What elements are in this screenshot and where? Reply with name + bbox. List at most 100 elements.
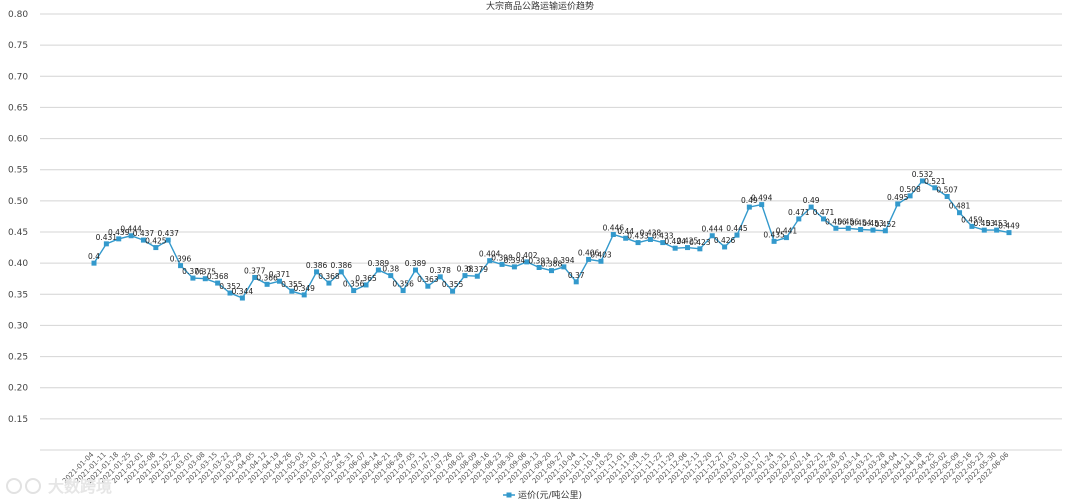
data-point[interactable] bbox=[957, 210, 963, 216]
data-point[interactable] bbox=[326, 280, 332, 286]
data-label: 0.433 bbox=[627, 232, 649, 241]
data-point[interactable] bbox=[660, 240, 666, 246]
data-point[interactable] bbox=[635, 240, 641, 246]
data-point[interactable] bbox=[165, 237, 171, 243]
data-point[interactable] bbox=[227, 290, 233, 296]
data-point[interactable] bbox=[437, 274, 443, 280]
data-point[interactable] bbox=[598, 258, 604, 264]
data-point[interactable] bbox=[796, 216, 802, 222]
data-point[interactable] bbox=[746, 204, 752, 210]
data-point[interactable] bbox=[103, 241, 109, 247]
data-point[interactable] bbox=[400, 288, 406, 294]
data-point[interactable] bbox=[833, 225, 839, 231]
data-point[interactable] bbox=[919, 178, 925, 184]
data-point[interactable] bbox=[759, 202, 765, 208]
data-point[interactable] bbox=[722, 244, 728, 250]
data-point[interactable] bbox=[264, 281, 270, 287]
data-point[interactable] bbox=[647, 236, 653, 242]
y-tick-label: 0.60 bbox=[8, 135, 28, 145]
data-label: 0.459 bbox=[961, 215, 983, 224]
data-point[interactable] bbox=[301, 292, 307, 298]
data-point[interactable] bbox=[845, 225, 851, 231]
data-point[interactable] bbox=[462, 273, 468, 279]
series-line-path bbox=[93, 180, 1010, 299]
data-label: 0.437 bbox=[133, 229, 155, 238]
data-point[interactable] bbox=[994, 227, 1000, 233]
data-point[interactable] bbox=[808, 204, 814, 210]
data-point[interactable] bbox=[153, 245, 159, 251]
data-point[interactable] bbox=[623, 235, 629, 241]
data-point[interactable] bbox=[969, 223, 975, 229]
data-point[interactable] bbox=[1006, 230, 1012, 236]
data-point[interactable] bbox=[821, 216, 827, 222]
data-point[interactable] bbox=[375, 267, 381, 273]
data-point[interactable] bbox=[734, 232, 740, 238]
data-point[interactable] bbox=[858, 227, 864, 233]
data-point[interactable] bbox=[981, 227, 987, 233]
data-label: 0.349 bbox=[293, 284, 315, 293]
data-point[interactable] bbox=[363, 282, 369, 288]
data-point[interactable] bbox=[907, 193, 913, 199]
data-label: 0.425 bbox=[145, 237, 167, 246]
data-point[interactable] bbox=[116, 236, 122, 242]
data-point[interactable] bbox=[697, 246, 703, 252]
data-point[interactable] bbox=[425, 283, 431, 289]
data-point[interactable] bbox=[536, 265, 542, 271]
data-point[interactable] bbox=[895, 201, 901, 207]
data-point[interactable] bbox=[524, 259, 530, 265]
data-point[interactable] bbox=[944, 193, 950, 199]
data-point[interactable] bbox=[450, 288, 456, 294]
data-label: 0.454 bbox=[850, 219, 872, 228]
data-label: 0.423 bbox=[689, 238, 711, 247]
data-point[interactable] bbox=[338, 269, 344, 275]
data-point[interactable] bbox=[276, 278, 282, 284]
data-label: 0.44 bbox=[617, 227, 634, 236]
data-point[interactable] bbox=[610, 231, 616, 237]
data-point[interactable] bbox=[239, 295, 245, 301]
data-point[interactable] bbox=[561, 264, 567, 270]
data-point[interactable] bbox=[499, 261, 505, 267]
data-point[interactable] bbox=[771, 238, 777, 244]
data-label: 0.4 bbox=[88, 252, 100, 261]
data-point[interactable] bbox=[412, 267, 418, 273]
data-point[interactable] bbox=[932, 185, 938, 191]
data-label: 0.441 bbox=[776, 227, 798, 236]
data-point[interactable] bbox=[215, 280, 221, 286]
data-label: 0.379 bbox=[467, 265, 489, 274]
data-label: 0.394 bbox=[553, 256, 575, 265]
data-label: 0.456 bbox=[838, 217, 860, 226]
data-point[interactable] bbox=[178, 263, 184, 269]
data-point[interactable] bbox=[202, 276, 208, 282]
data-point[interactable] bbox=[388, 273, 394, 279]
data-point[interactable] bbox=[140, 237, 146, 243]
y-tick-label: 0.55 bbox=[8, 166, 28, 176]
data-point[interactable] bbox=[128, 233, 134, 239]
data-point[interactable] bbox=[870, 227, 876, 233]
data-point[interactable] bbox=[487, 258, 493, 264]
data-point[interactable] bbox=[549, 268, 554, 274]
data-label: 0.398 bbox=[491, 253, 513, 262]
data-point[interactable] bbox=[190, 275, 196, 281]
data-label: 0.388 bbox=[541, 260, 563, 269]
data-point[interactable] bbox=[783, 235, 789, 241]
data-point[interactable] bbox=[882, 228, 888, 234]
data-point[interactable] bbox=[289, 288, 295, 294]
data-point[interactable] bbox=[511, 264, 517, 270]
data-point[interactable] bbox=[91, 260, 97, 266]
legend[interactable]: 运价(元/吨公里) bbox=[503, 489, 582, 501]
data-point[interactable] bbox=[709, 233, 715, 239]
data-point[interactable] bbox=[573, 279, 579, 285]
data-point[interactable] bbox=[314, 269, 320, 275]
data-point[interactable] bbox=[672, 245, 678, 251]
data-point[interactable] bbox=[351, 288, 357, 294]
y-tick-label: 0.50 bbox=[8, 197, 28, 207]
watermark-logo-icon-2 bbox=[25, 478, 41, 494]
data-label: 0.377 bbox=[244, 266, 266, 275]
data-point[interactable] bbox=[685, 245, 691, 251]
y-tick-label: 0.15 bbox=[8, 415, 28, 425]
data-point[interactable] bbox=[252, 274, 258, 280]
data-label: 0.471 bbox=[788, 208, 810, 217]
data-label: 0.453 bbox=[974, 219, 996, 228]
data-point[interactable] bbox=[474, 273, 480, 279]
data-point[interactable] bbox=[586, 256, 592, 262]
